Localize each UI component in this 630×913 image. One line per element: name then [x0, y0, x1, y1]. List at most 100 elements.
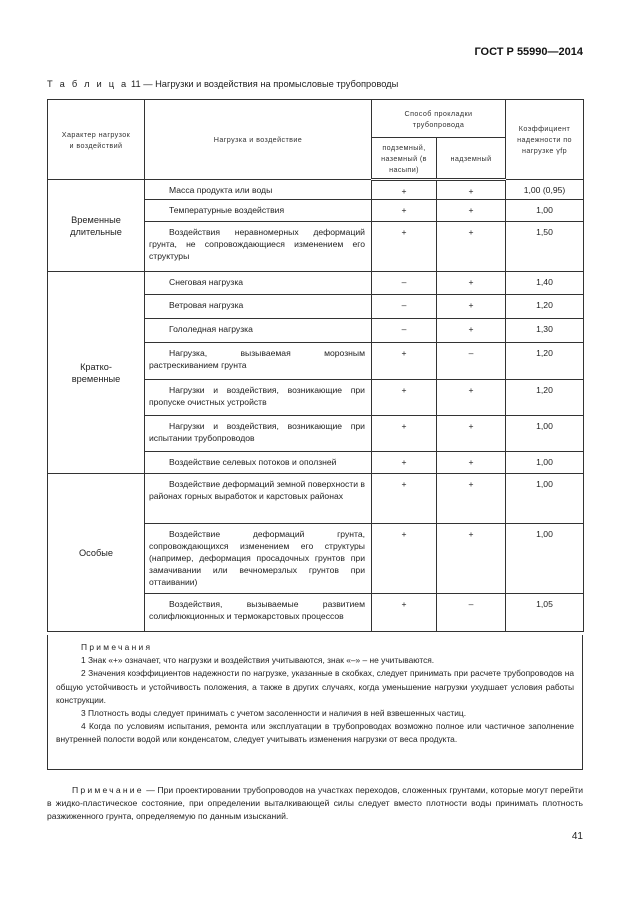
coef-value: 1,05 [505, 593, 584, 632]
underground-mark: – [371, 271, 437, 295]
load-cell: Нагрузки и воздействия, возникающие при … [144, 379, 372, 416]
coef-value: 1,40 [505, 271, 584, 295]
underground-mark: + [371, 451, 437, 474]
footnote: Примечание — При проектировании трубопро… [47, 784, 583, 823]
footnote-text: — При проектировании трубопроводов на уч… [47, 785, 583, 821]
caption-text: 11 — Нагрузки и воздействия на промыслов… [128, 79, 399, 89]
aboveground-mark: + [436, 473, 506, 524]
group-name: Особые [47, 473, 145, 632]
underground-mark: + [371, 473, 437, 524]
aboveground-mark: + [436, 271, 506, 295]
load-cell: Нагрузка, вызываемая морозным растрескив… [144, 342, 372, 380]
load-cell: Воздействие селевых потоков и оползней [144, 451, 372, 474]
table-notes: Примечания 1 Знак «+» означает, что нагр… [47, 635, 583, 770]
load-cell: Ветровая нагрузка [144, 294, 372, 319]
load-text: Температурные воздействия [169, 205, 285, 215]
load-cell: Воздействия неравномерных деформаций гру… [144, 221, 372, 272]
table-row: Ветровая нагрузка – +1,20 [48, 294, 584, 319]
header-coef: Коэффициент надежности по нагрузке γfp [505, 99, 584, 180]
load-cell: Температурные воздействия [144, 199, 372, 222]
table-row: Воздействия, вызываемые развитием солифл… [48, 593, 584, 632]
header-aboveground: надземный [436, 137, 506, 181]
underground-mark: + [371, 523, 437, 594]
underground-mark: + [371, 415, 437, 452]
load-cell: Нагрузки и воздействия, возникающие при … [144, 415, 372, 452]
coef-value: 1,50 [505, 221, 584, 272]
aboveground-mark: – [436, 342, 506, 380]
load-text: Воздействия неравномерных деформаций гру… [149, 227, 365, 261]
underground-mark: – [371, 318, 437, 343]
load-cell: Воздействия, вызываемые развитием солифл… [144, 593, 372, 632]
table-row: Особые Воздействие деформаций земной пове… [47, 473, 584, 632]
loads-table: Характер нагрузок и воздействий Нагрузка… [47, 99, 584, 632]
load-text: Нагрузки и воздействия, возникающие при … [149, 421, 365, 443]
coef-value: 1,00 [505, 523, 584, 594]
coef-value: 1,20 [505, 342, 584, 380]
table-row: Гололедная нагрузка – +1,30 [48, 318, 584, 343]
coef-value: 1,00 [505, 199, 584, 222]
load-cell: Гололедная нагрузка [144, 318, 372, 343]
load-text: Снеговая нагрузка [169, 277, 244, 287]
table-caption: Т а б л и ц а 11 — Нагрузки и воздействи… [47, 79, 398, 89]
underground-mark: + [371, 379, 437, 416]
coef-value: 1,00 (0,95) [505, 179, 584, 200]
group-name: Временные длительные [47, 179, 145, 272]
load-text: Воздействие деформаций грунта, сопровожд… [149, 529, 365, 587]
table-row: Температурные воздействия + +1,00 [48, 199, 584, 222]
header-underground: подземный, наземный (в насыпи) [371, 137, 437, 181]
load-text: Воздействие селевых потоков и оползней [169, 457, 337, 467]
note-item: 2 Значения коэффициентов надежности по н… [56, 668, 574, 705]
page-number: 41 [571, 831, 583, 842]
load-text: Масса продукта или воды [169, 185, 273, 195]
aboveground-mark: + [436, 199, 506, 222]
coef-value: 1,00 [505, 451, 584, 474]
load-text: Гололедная нагрузка [169, 324, 253, 334]
header-coef-text: Коэффициент надежности по нагрузке γfp [517, 124, 572, 155]
coef-value: 1,00 [505, 415, 584, 452]
caption-label: Т а б л и ц а [47, 79, 129, 89]
load-text: Воздействия, вызываемые развитием солифл… [149, 599, 365, 621]
table-row: Воздействия неравномерных деформаций гру… [48, 221, 584, 272]
note-item: 4 Когда по условиям испытания, ремонта и… [56, 721, 574, 745]
group-name: Кратко-временные [47, 271, 145, 474]
underground-mark: + [371, 593, 437, 632]
load-cell: Воздействие деформаций грунта, сопровожд… [144, 523, 372, 594]
coef-value: 1,20 [505, 379, 584, 416]
load-cell: Масса продукта или воды [144, 179, 372, 200]
table-row: Нагрузка, вызываемая морозным растрескив… [48, 342, 584, 380]
header-character: Характер нагрузок и воздействий [47, 99, 145, 180]
load-text: Ветровая нагрузка [169, 300, 244, 310]
aboveground-mark: + [436, 179, 506, 200]
table-row: Воздействие деформаций грунта, сопровожд… [48, 523, 584, 594]
notes-title: Примечания [81, 642, 153, 652]
table-row: Временные длительные Масса продукта или в… [47, 179, 584, 272]
load-text: Нагрузки и воздействия, возникающие при … [149, 385, 365, 407]
aboveground-mark: + [436, 415, 506, 452]
coef-value: 1,00 [505, 473, 584, 524]
standard-number: ГОСТ Р 55990—2014 [474, 46, 583, 58]
aboveground-mark: + [436, 379, 506, 416]
header-method: Способ прокладки трубопровода [371, 99, 506, 138]
table-row: Кратко-временные Снеговая нагрузка – +1,40 [47, 271, 584, 474]
underground-mark: + [371, 221, 437, 272]
underground-mark: + [371, 179, 437, 200]
footnote-label: Примечание [72, 785, 144, 795]
note-item: 1 Знак «+» означает, что нагрузки и возд… [81, 655, 435, 666]
aboveground-mark: + [436, 451, 506, 474]
note-item: 3 Плотность воды следует принимать с уче… [81, 708, 467, 719]
load-cell: Снеговая нагрузка [144, 271, 372, 295]
load-text: Нагрузка, вызываемая морозным растрескив… [149, 348, 365, 370]
aboveground-mark: + [436, 294, 506, 319]
aboveground-mark: – [436, 593, 506, 632]
aboveground-mark: + [436, 318, 506, 343]
coef-value: 1,30 [505, 318, 584, 343]
aboveground-mark: + [436, 523, 506, 594]
underground-mark: + [371, 199, 437, 222]
underground-mark: + [371, 342, 437, 380]
load-cell: Воздействие деформаций земной поверхност… [144, 473, 372, 524]
load-text: Воздействие деформаций земной поверхност… [149, 479, 365, 501]
header-load: Нагрузка и воздействие [144, 99, 372, 180]
underground-mark: – [371, 294, 437, 319]
aboveground-mark: + [436, 221, 506, 272]
coef-value: 1,20 [505, 294, 584, 319]
